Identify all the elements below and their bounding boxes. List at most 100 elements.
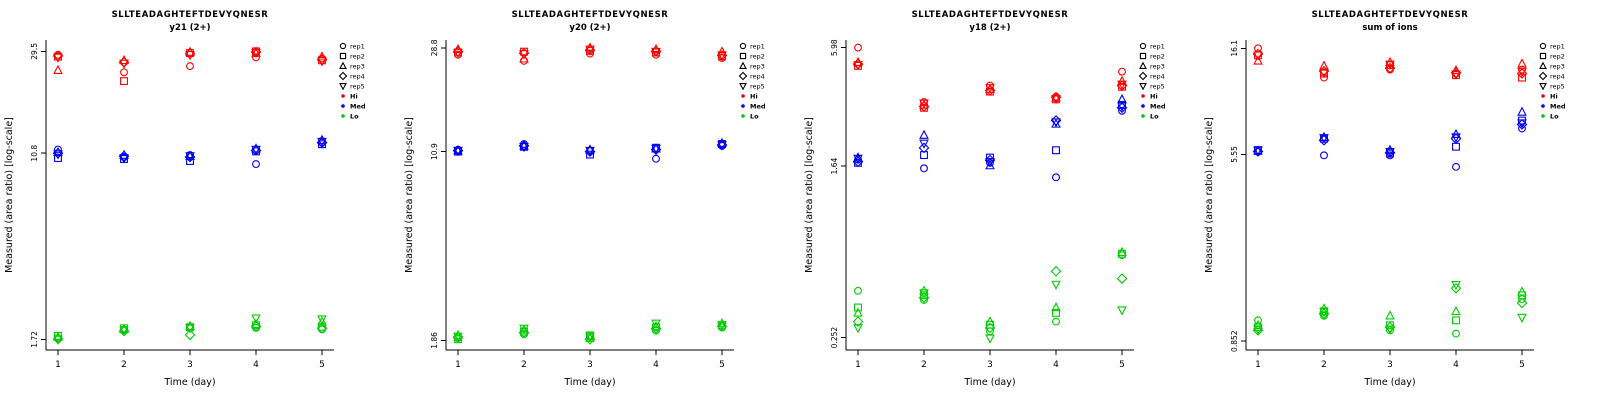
data-point [854, 303, 862, 312]
data-point [1517, 58, 1527, 68]
data-point [317, 137, 327, 148]
legend-label-Hi: Hi [1550, 93, 1558, 101]
data-point [651, 144, 661, 155]
data-point [1450, 133, 1462, 145]
data-point [1319, 60, 1329, 70]
data-point [1385, 310, 1395, 320]
data-point [119, 59, 129, 69]
x-axis-title: Time (day) [563, 377, 615, 388]
data-point [119, 154, 129, 164]
data-point [1117, 306, 1127, 316]
x-tick-label: 1 [1255, 360, 1261, 370]
data-point [1117, 80, 1127, 90]
legend-label-Med: Med [1150, 103, 1166, 111]
data-point [317, 315, 327, 325]
legend-marker-rep3 [739, 61, 747, 70]
data-point [1450, 282, 1462, 294]
data-point [316, 322, 328, 334]
data-point [717, 321, 727, 331]
legend-label-rep2: rep2 [1550, 53, 1565, 61]
x-axis-title: Time (day) [1363, 377, 1415, 388]
legend-marker-rep1 [339, 42, 347, 50]
data-point [252, 53, 260, 62]
data-point [854, 43, 862, 52]
legend-label-rep5: rep5 [1550, 83, 1565, 91]
chart-panel-4: SLLTEADAGHTEFTDEVYQNESR sum of ions 1 2 3 4 5 T… [1200, 0, 1600, 400]
data-point [1517, 119, 1527, 129]
data-point [53, 146, 63, 157]
data-point [1052, 146, 1060, 155]
legend-label-Lo: Lo [1150, 113, 1159, 121]
data-point [1319, 308, 1329, 318]
data-point [1386, 321, 1394, 330]
data-point [1319, 134, 1329, 144]
data-point [717, 318, 727, 328]
legend-label-Hi: Hi [350, 93, 358, 101]
data-point [250, 320, 262, 332]
data-point [717, 51, 727, 61]
legend-label-Lo: Lo [350, 113, 359, 121]
legend-label-rep5: rep5 [1150, 83, 1165, 91]
data-point [1385, 60, 1395, 70]
data-point [1516, 297, 1528, 309]
data-point [1117, 75, 1127, 85]
data-point [1452, 316, 1460, 325]
data-point [1451, 133, 1461, 143]
data-point [1118, 67, 1126, 76]
x-tick-label: 3 [987, 360, 993, 370]
chart-title: SLLTEADAGHTEFTDEVYQNESR [112, 10, 269, 20]
data-point [519, 53, 529, 63]
data-point [1516, 68, 1528, 79]
data-point [120, 68, 128, 77]
data-point [186, 62, 194, 71]
x-tick-label: 2 [121, 360, 127, 370]
legend-label-rep3: rep3 [1550, 63, 1565, 71]
y-tick-label: 29.5 [30, 43, 39, 60]
data-point [519, 324, 529, 334]
data-point [185, 51, 195, 61]
legend-dot-Med [1541, 104, 1545, 108]
data-point [985, 157, 995, 168]
legend-marker-rep1 [739, 42, 747, 50]
data-point [1318, 134, 1330, 146]
data-point [651, 47, 661, 58]
legend-label-rep5: rep5 [750, 83, 765, 91]
data-point [185, 152, 195, 162]
data-point [53, 64, 63, 74]
legend-label-rep4: rep4 [750, 73, 765, 81]
data-point [252, 160, 260, 169]
legend-label-Med: Med [1550, 103, 1566, 111]
data-point [717, 141, 727, 151]
data-point [853, 307, 863, 317]
data-point [54, 145, 62, 154]
data-point [985, 316, 995, 326]
y-tick-label: 10.9 [430, 143, 439, 160]
y-tick-label: 1.86 [430, 332, 439, 349]
legend-marker-rep4 [1538, 71, 1548, 81]
legend-marker-rep5 [1539, 82, 1547, 91]
data-point [1517, 313, 1527, 324]
data-point [854, 286, 862, 295]
x-tick-label: 5 [1119, 360, 1125, 370]
data-point [1254, 44, 1262, 53]
data-point [1452, 142, 1460, 151]
data-point [120, 77, 128, 86]
legend-label-Lo: Lo [1550, 113, 1559, 121]
data-point [1517, 106, 1527, 116]
data-point [1253, 325, 1263, 335]
data-point [585, 45, 595, 55]
chart-panel-1: SLLTEADAGHTEFTDEVYQNESR y21 (2+) 1 2 3 4 5 Time… [0, 0, 400, 400]
data-point [716, 321, 728, 332]
data-point [1452, 162, 1460, 171]
legend-dot-Hi [741, 94, 745, 98]
data-point [1518, 73, 1526, 82]
data-point [1319, 131, 1329, 141]
legend-label-rep1: rep1 [350, 43, 365, 51]
data-point [918, 292, 930, 303]
legend-label-Hi: Hi [750, 93, 758, 101]
data-point [717, 46, 727, 56]
data-point [519, 143, 529, 153]
data-point [984, 84, 996, 96]
legend-marker-rep4 [738, 71, 748, 81]
chart-panel-3: SLLTEADAGHTEFTDEVYQNESR y18 (2+) 1 2 3 4 5 Time… [800, 0, 1200, 400]
